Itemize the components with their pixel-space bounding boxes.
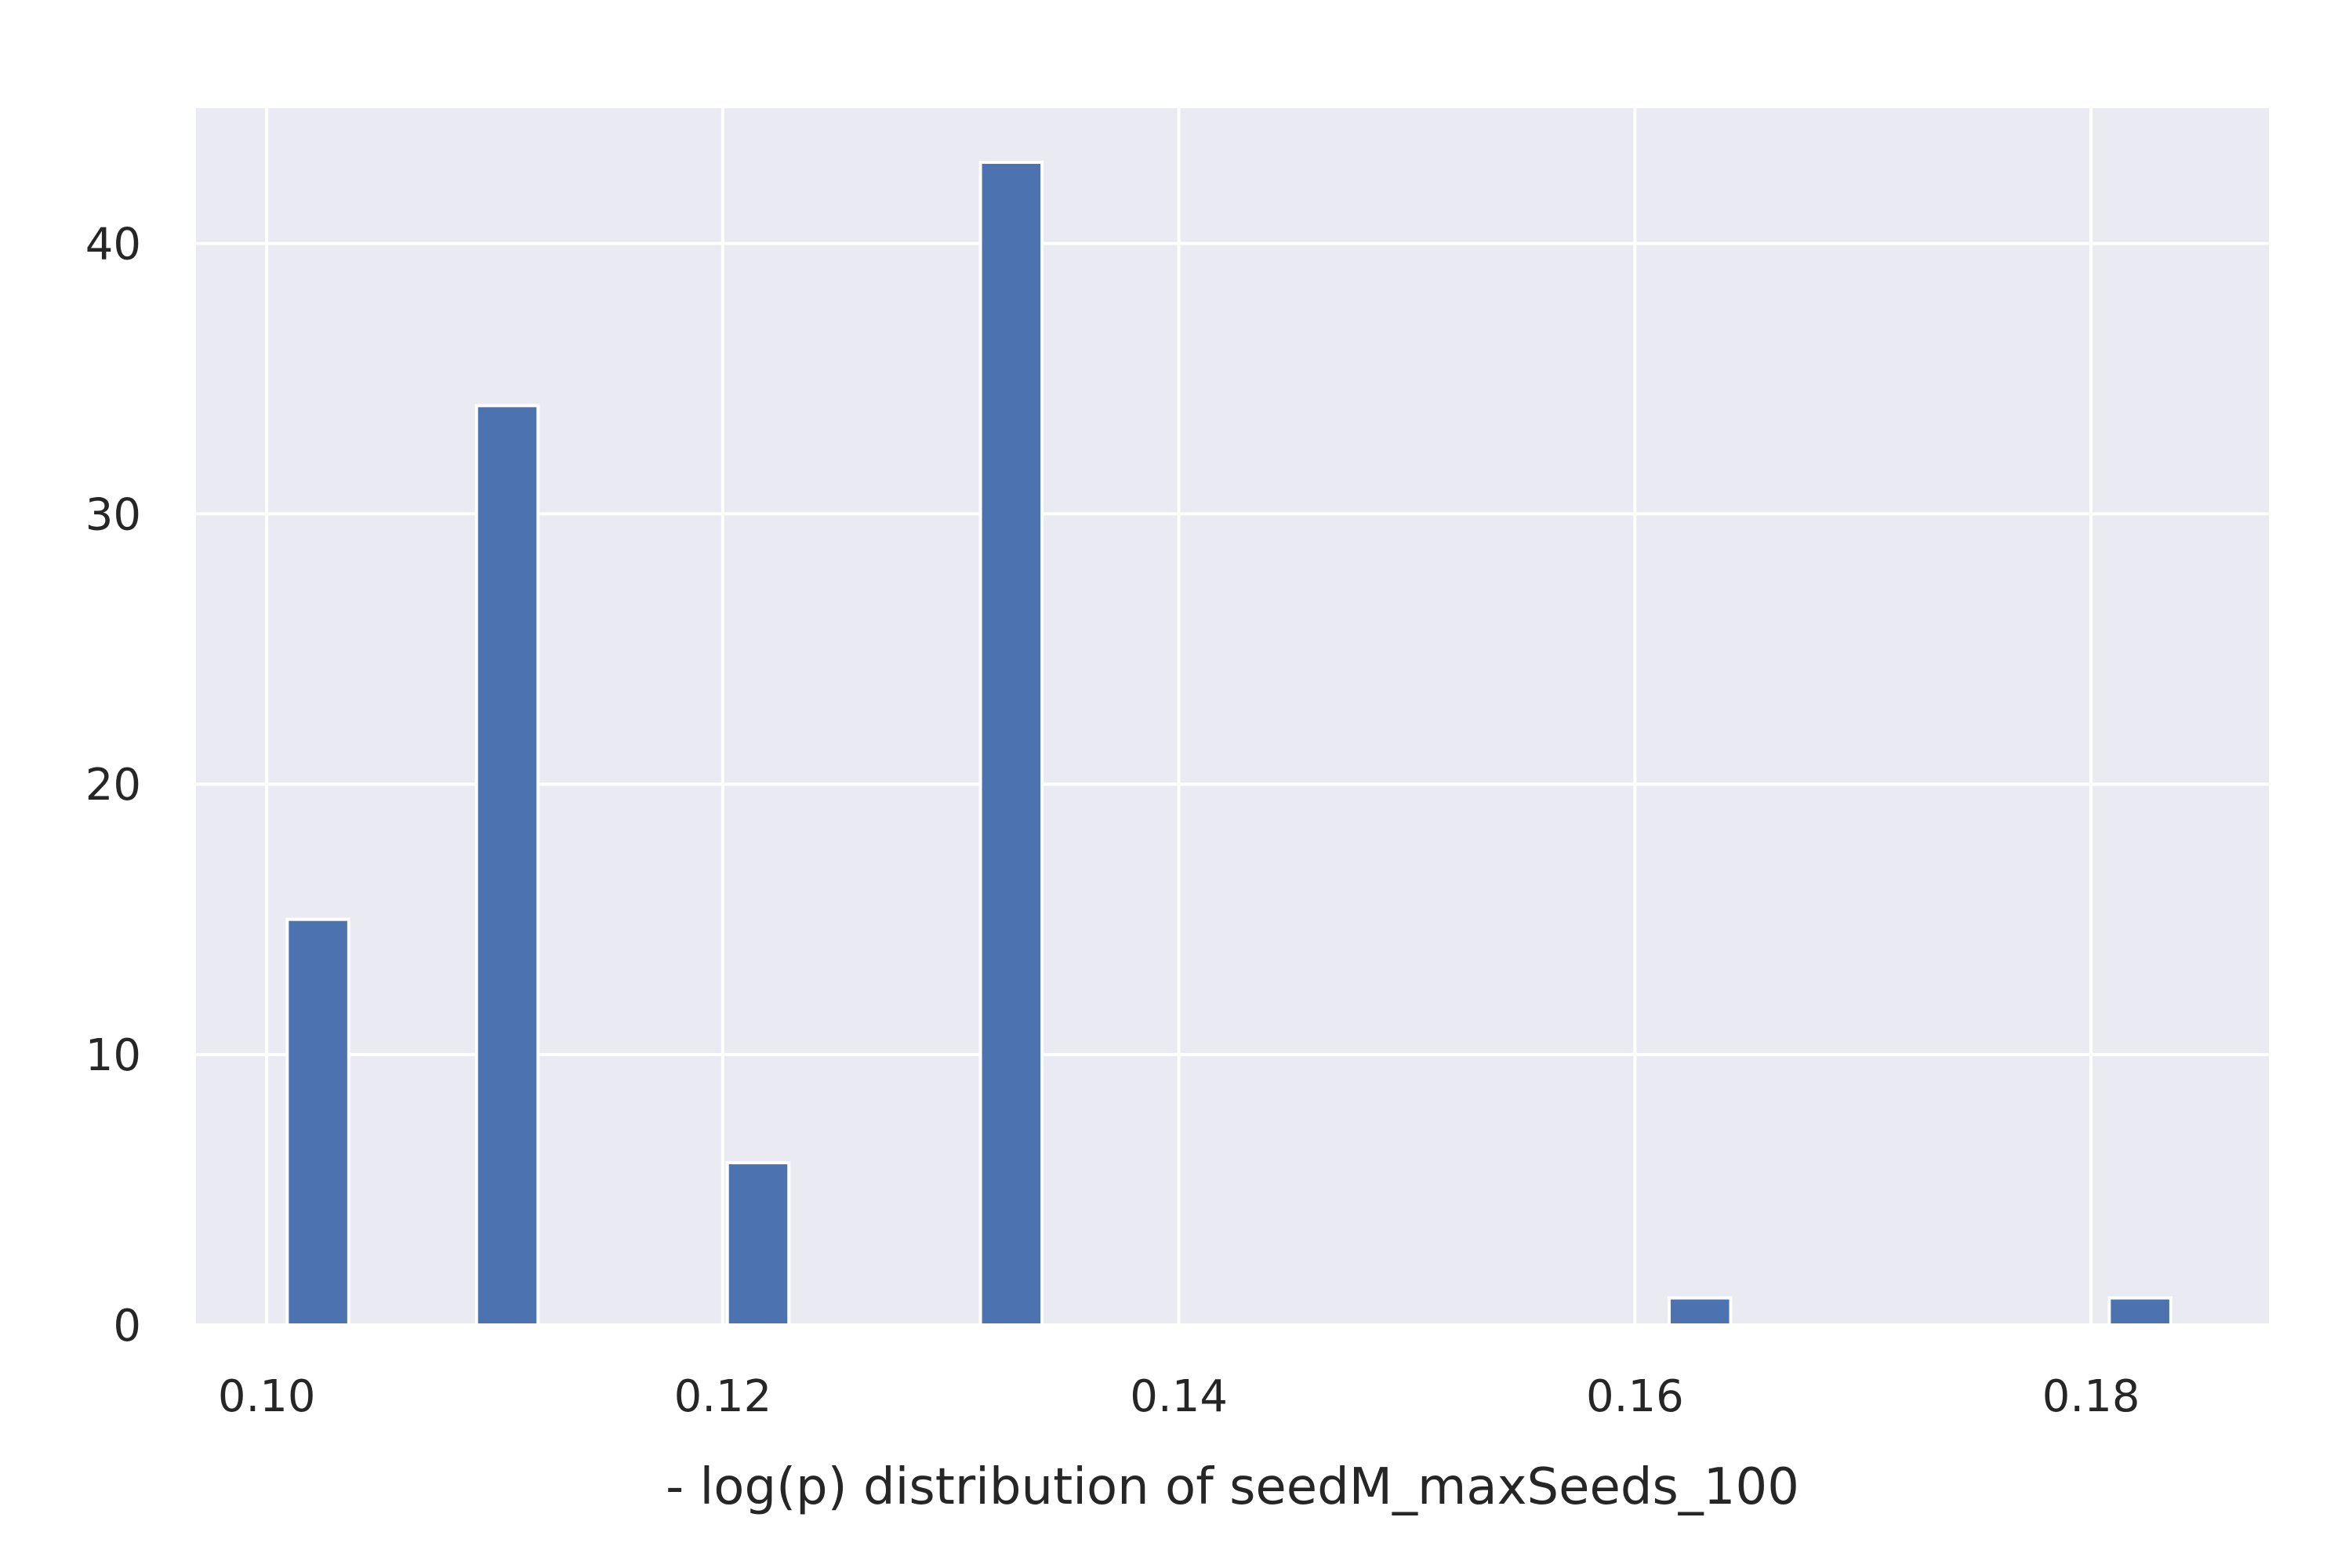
x-axis-label: - log(p) distribution of seedM_maxSeeds_… [666, 1458, 1799, 1516]
y-tick-label-2: 20 [85, 760, 141, 811]
x-tick-label-1: 0.12 [674, 1371, 772, 1422]
x-tick-label-3: 0.16 [1586, 1371, 1684, 1422]
histogram-bar-0 [285, 917, 350, 1327]
grid-lines [196, 108, 2269, 1327]
y-tick-label-1: 10 [85, 1030, 141, 1081]
plot-background [196, 108, 2269, 1325]
histogram-bar-5 [2107, 1296, 2172, 1327]
histogram-bar-3 [978, 160, 1044, 1327]
histogram-bars [285, 160, 2172, 1327]
x-tick-label-4: 0.18 [2042, 1371, 2140, 1422]
histogram-bar-1 [474, 404, 540, 1327]
x-tick-label-0: 0.10 [218, 1371, 316, 1422]
y-tick-label-0: 0 [113, 1301, 141, 1352]
y-tick-labels: 0 10 20 30 40 [85, 219, 141, 1352]
histogram-bar-4 [1668, 1296, 1733, 1327]
histogram-bar-2 [725, 1161, 791, 1327]
y-tick-label-4: 40 [85, 219, 141, 270]
x-tick-label-2: 0.14 [1130, 1371, 1228, 1422]
x-tick-labels: 0.10 0.12 0.14 0.16 0.18 [218, 1371, 2140, 1422]
y-tick-label-3: 30 [85, 489, 141, 540]
